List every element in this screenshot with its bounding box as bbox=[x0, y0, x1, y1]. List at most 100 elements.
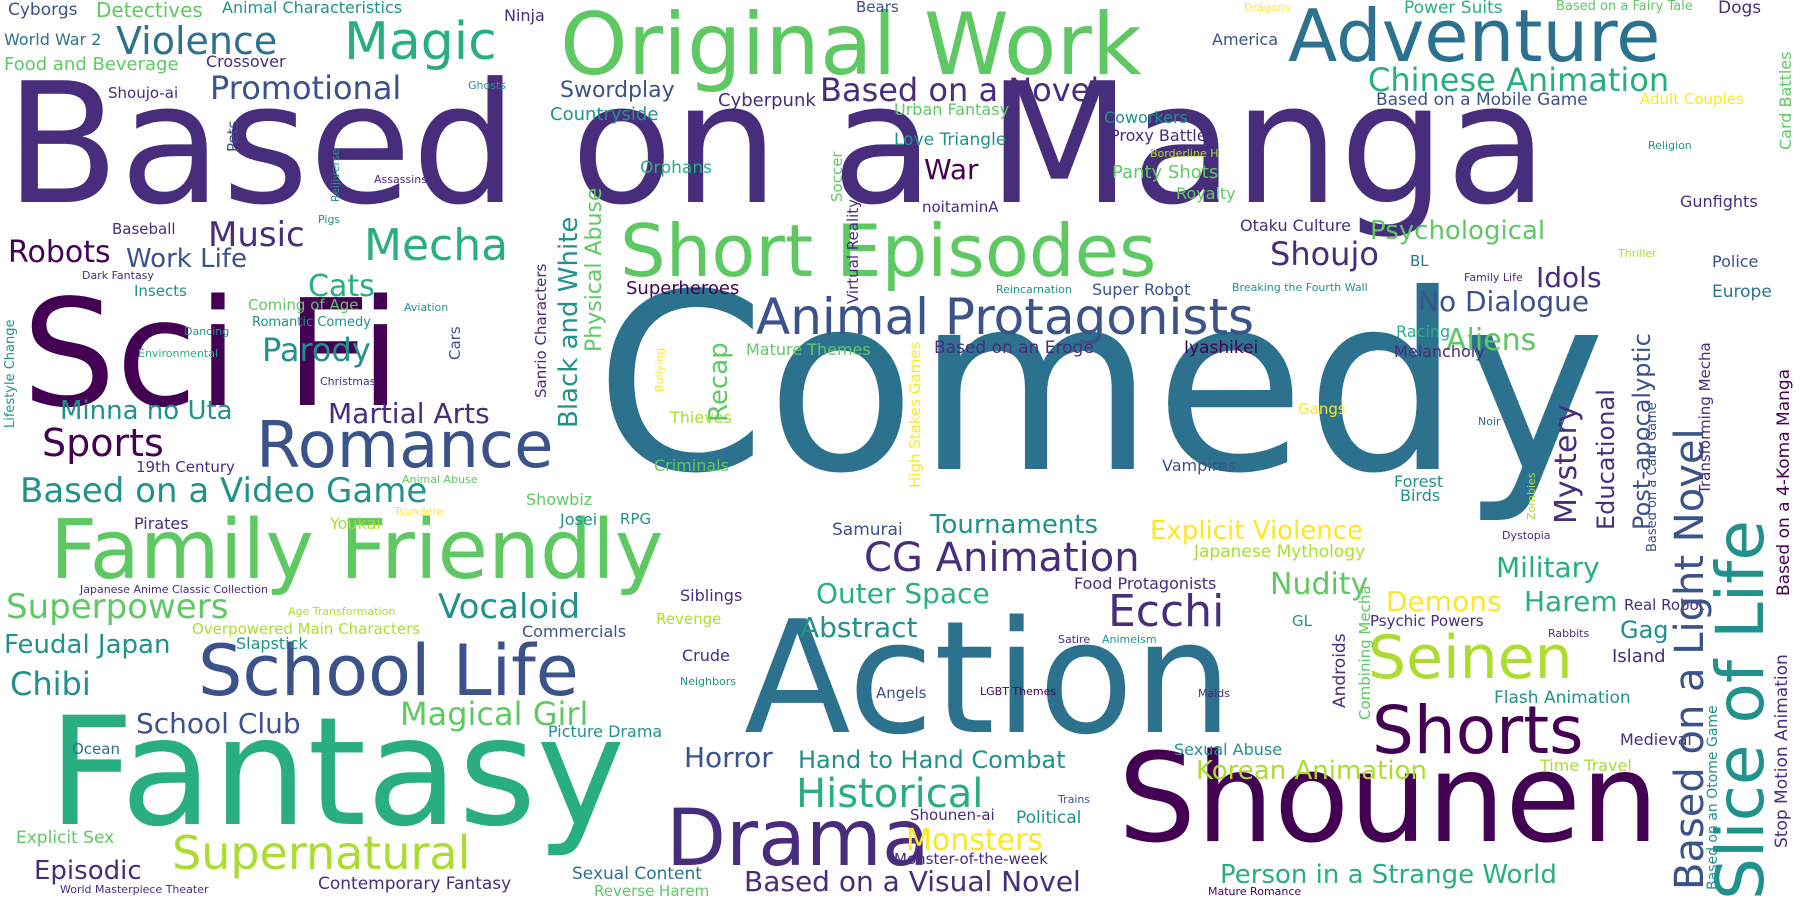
word-original-work: Original Work bbox=[560, 0, 1142, 95]
word-aviation: Aviation bbox=[404, 301, 449, 314]
word-high-stakes-games: High Stakes Games bbox=[906, 341, 924, 488]
word-dogs: Dogs bbox=[1718, 0, 1762, 18]
word-otaku-culture: Otaku Culture bbox=[1240, 216, 1351, 235]
word-seinen: Seinen bbox=[1368, 623, 1573, 693]
word-crude: Crude bbox=[682, 646, 730, 665]
word-contemporary-fantasy: Contemporary Fantasy bbox=[318, 874, 512, 894]
word-america: America bbox=[1212, 30, 1278, 49]
word-mature-themes: Mature Themes bbox=[746, 340, 871, 359]
word-ocean: Ocean bbox=[72, 740, 120, 758]
word-martial-arts: Martial Arts bbox=[328, 397, 490, 430]
word-breaking-the-fourth-wall: Breaking the Fourth Wall bbox=[1232, 281, 1368, 294]
word-psychic-powers: Psychic Powers bbox=[1370, 612, 1484, 630]
word-romance: Romance bbox=[256, 409, 554, 483]
word-lifestyle-change: Lifestyle Change bbox=[3, 319, 18, 428]
word-gl: GL bbox=[1292, 612, 1312, 630]
word-forest: Forest bbox=[1394, 472, 1444, 491]
word-based-on-a-video-game: Based on a Video Game bbox=[20, 471, 428, 511]
word-monster-of-the-week: Monster-of-the-week bbox=[894, 850, 1048, 868]
word-orphans: Orphans bbox=[640, 158, 712, 178]
word-commercials: Commercials bbox=[522, 622, 627, 641]
word-cyborgs: Cyborgs bbox=[8, 0, 78, 20]
word-melancholy: Melancholy bbox=[1394, 342, 1485, 361]
word-based-on-an-eroge: Based on an Eroge bbox=[934, 338, 1094, 358]
word-animal-abuse: Animal Abuse bbox=[402, 473, 478, 486]
word-parody: Parody bbox=[262, 331, 371, 369]
word-countryside: Countryside bbox=[550, 104, 659, 125]
word-world-war-2: World War 2 bbox=[4, 30, 102, 49]
word-virtual-reality: Virtual Reality bbox=[844, 198, 862, 304]
word-food-protagonists: Food Protagonists bbox=[1074, 574, 1217, 593]
word-music: Music bbox=[208, 215, 305, 255]
word-based-on-a-4-koma-manga: Based on a 4-Koma Manga bbox=[1774, 368, 1794, 596]
word-royalty: Royalty bbox=[1176, 184, 1236, 203]
word-time-travel: Time Travel bbox=[1540, 756, 1632, 775]
word-super-robot: Super Robot bbox=[1092, 280, 1191, 299]
word-japanese-anime-classic-collection: Japanese Anime Classic Collection bbox=[80, 583, 268, 596]
word-dystopia: Dystopia bbox=[1502, 529, 1551, 542]
word-psychological: Psychological bbox=[1370, 216, 1546, 246]
word-based-on-a-mobile-game: Based on a Mobile Game bbox=[1376, 90, 1588, 110]
word-ecchi: Ecchi bbox=[1108, 586, 1225, 637]
word-nineteenth-century: 19th Century bbox=[136, 458, 235, 476]
word-animal-protagonists: Animal Protagonists bbox=[756, 288, 1255, 346]
word-birds: Birds bbox=[1400, 486, 1441, 505]
word-stop-motion-animation: Stop Motion Animation bbox=[1772, 654, 1792, 848]
word-adult-couples: Adult Couples bbox=[1640, 90, 1744, 108]
word-chinese-animation: Chinese Animation bbox=[1368, 61, 1670, 99]
word-fantasy: Fantasy bbox=[48, 686, 626, 860]
word-tsundere: Tsundere bbox=[394, 505, 444, 518]
word-explicit-sex: Explicit Sex bbox=[16, 828, 115, 848]
word-cg-animation: CG Animation bbox=[864, 535, 1140, 581]
word-shounen-ai: Shounen-ai bbox=[910, 806, 995, 824]
word-supernatural: Supernatural bbox=[172, 826, 471, 880]
word-josei: Josei bbox=[560, 510, 598, 529]
word-recap: Recap bbox=[704, 342, 734, 422]
word-based-on-a-card-game: Based on a Card Game bbox=[1645, 402, 1660, 552]
word-action: Action bbox=[744, 587, 1233, 769]
word-educational: Educational bbox=[1592, 389, 1620, 530]
word-vampires: Vampires bbox=[1162, 456, 1237, 475]
word-rpg: RPG bbox=[620, 510, 652, 528]
word-mecha: Mecha bbox=[364, 220, 509, 271]
word-harem: Harem bbox=[1524, 585, 1618, 618]
word-urban-fantasy: Urban Fantasy bbox=[894, 100, 1010, 119]
word-based-on-a-visual-novel: Based on a Visual Novel bbox=[744, 865, 1081, 898]
word-pirates: Pirates bbox=[134, 514, 189, 533]
word-dark-fantasy: Dark Fantasy bbox=[82, 269, 154, 282]
word-based-on-a-fairy-tale: Based on a Fairy Tale bbox=[1556, 0, 1693, 14]
word-superheroes: Superheroes bbox=[626, 278, 740, 299]
word-no-dialogue: No Dialogue bbox=[1418, 285, 1590, 318]
word-world-masterpiece-theater: World Masterpiece Theater bbox=[60, 883, 209, 896]
word-magic: Magic bbox=[344, 12, 497, 72]
word-europe: Europe bbox=[1712, 282, 1772, 302]
word-outer-space: Outer Space bbox=[816, 577, 990, 610]
word-monsters: Monsters bbox=[906, 823, 1044, 858]
word-based-on-a-novel: Based on a Novel bbox=[820, 71, 1100, 109]
word-hand-to-hand-combat: Hand to Hand Combat bbox=[798, 746, 1066, 774]
word-sexual-content: Sexual Content bbox=[572, 864, 702, 884]
word-overpowered-main-characters: Overpowered Main Characters bbox=[192, 620, 421, 638]
word-island: Island bbox=[1612, 646, 1666, 667]
word-vocaloid: Vocaloid bbox=[438, 587, 581, 627]
word-love-triangle: Love Triangle bbox=[894, 130, 1007, 150]
word-power-suits: Power Suits bbox=[1404, 0, 1503, 18]
word-nudity: Nudity bbox=[1270, 567, 1369, 602]
word-sports: Sports bbox=[42, 421, 164, 465]
word-food-and-beverage: Food and Beverage bbox=[4, 54, 179, 75]
word-tournaments: Tournaments bbox=[930, 510, 1099, 540]
word-school-club: School Club bbox=[136, 707, 301, 740]
word-reverse-harem: Reverse Harem bbox=[594, 882, 710, 900]
word-violence: Violence bbox=[116, 19, 278, 63]
word-sci-fi: Sci Fi bbox=[22, 268, 401, 440]
word-dragons: Dragons bbox=[1244, 1, 1291, 14]
word-slapstick: Slapstick bbox=[236, 634, 308, 653]
word-sexual-abuse: Sexual Abuse bbox=[1174, 740, 1283, 759]
word-panty-shots: Panty Shots bbox=[1112, 162, 1219, 183]
word-chibi: Chibi bbox=[10, 665, 91, 703]
word-adventure: Adventure bbox=[1288, 0, 1661, 78]
word-coworkers: Coworkers bbox=[1104, 108, 1188, 127]
word-gag: Gag bbox=[1620, 616, 1669, 644]
word-mature-romance: Mature Romance bbox=[1208, 885, 1302, 898]
word-bears: Bears bbox=[856, 0, 899, 16]
